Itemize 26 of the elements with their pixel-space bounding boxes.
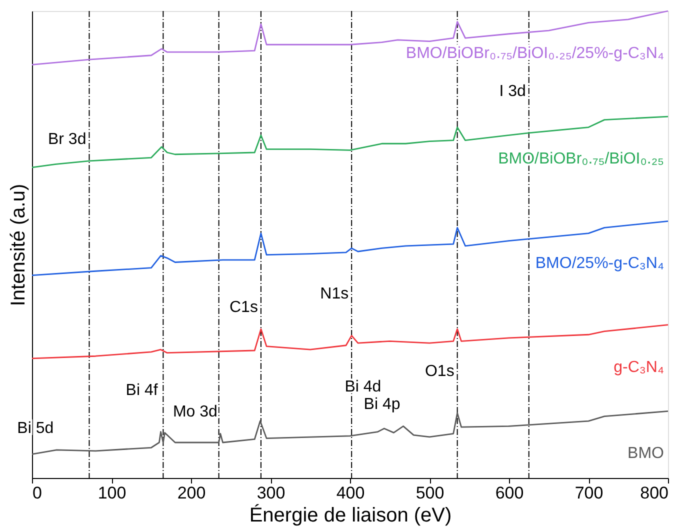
series-label: BMO/BiOBr₀.₇₅/BiOI₀.₂₅ [498,150,664,168]
annotation: Bi 5d [17,420,54,437]
annotation: Bi 4f [126,382,158,399]
x-tick-label: 700 [574,484,604,502]
annotation: Mo 3d [172,404,218,421]
annotation: Bi 4d [344,378,382,396]
x-tick-label: 600 [495,484,524,502]
series-label: BMO/BiOBr₀.₇₅/BiOI₀.₂₅/25%-g-C₃N₄ [406,45,664,62]
series-label: BMO/25%-g-C₃N₄ [535,255,664,272]
annotation: Br 3d [48,130,86,148]
x-tick-label: 100 [98,484,126,502]
series-label: BMO [628,445,664,462]
annotation: I 3d [499,82,526,100]
x-tick-label: 500 [416,484,444,502]
annotation: N1s [320,286,349,303]
annotation: C1s [230,299,258,316]
x-tick-label: 300 [256,484,286,502]
x-tick-label: 200 [177,484,206,502]
x-tick-label: 400 [336,484,365,502]
x-tick-label: 0 [32,484,42,502]
annotation: O1s [424,363,454,380]
x-axis-title: Énergie de liaison (eV) [249,504,452,526]
y-axis-title: Intensité (a.u) [8,184,30,306]
x-tick-label: 800 [640,484,668,502]
annotation: Bi 4p [364,396,400,414]
series-label: g-C₃N₄ [614,358,664,376]
